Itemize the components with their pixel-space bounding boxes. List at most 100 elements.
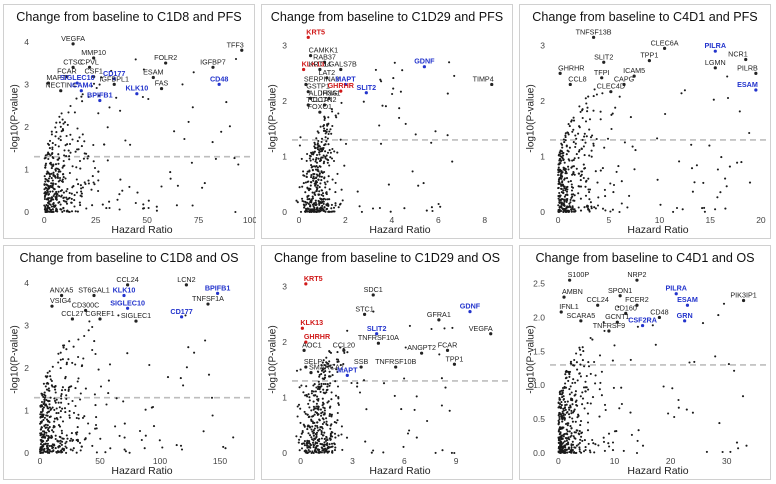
gene-point — [180, 315, 184, 319]
data-point — [681, 208, 684, 211]
data-point — [46, 444, 49, 447]
data-point — [584, 386, 587, 389]
data-point — [311, 430, 314, 433]
data-point — [73, 205, 76, 208]
data-point — [62, 196, 65, 200]
gene-point — [98, 98, 102, 103]
data-point — [641, 444, 645, 447]
data-point — [57, 185, 60, 188]
data-point — [308, 187, 311, 190]
data-point — [48, 403, 51, 406]
data-point — [307, 208, 310, 211]
data-point — [320, 140, 323, 143]
data-point — [601, 167, 604, 170]
gene-point — [640, 323, 645, 328]
data-point — [343, 351, 346, 354]
gene-label: TNFRSF10A — [358, 333, 399, 342]
data-point — [234, 57, 238, 61]
data-point — [589, 136, 593, 139]
data-point — [618, 210, 621, 214]
data-point — [75, 451, 78, 454]
gene-label: PILRA — [665, 284, 687, 293]
data-point — [187, 346, 190, 349]
data-point — [324, 198, 327, 201]
data-point — [572, 443, 575, 446]
data-point — [326, 161, 329, 164]
data-point — [576, 379, 579, 382]
data-point — [87, 329, 90, 332]
data-point — [719, 191, 722, 194]
data-point — [557, 430, 560, 433]
gene-point — [632, 74, 636, 78]
data-point — [45, 187, 48, 190]
data-point — [324, 186, 327, 189]
gene-point — [683, 319, 687, 323]
data-point — [583, 407, 586, 410]
data-point — [629, 358, 632, 361]
data-point — [315, 446, 318, 449]
data-point — [320, 189, 323, 192]
data-point — [584, 380, 587, 383]
gene-point — [302, 348, 306, 353]
data-point — [562, 412, 565, 415]
data-point — [118, 208, 121, 211]
data-point — [315, 156, 318, 160]
data-point — [320, 364, 323, 367]
data-point — [42, 382, 45, 385]
data-point — [724, 177, 727, 180]
data-point — [323, 445, 326, 448]
gene-point — [134, 319, 138, 323]
y-tick-label: 0 — [24, 207, 29, 217]
data-point — [588, 191, 591, 194]
data-point — [61, 118, 64, 121]
data-point — [308, 425, 311, 428]
x-tick-label: 0 — [38, 456, 43, 466]
data-point — [314, 424, 317, 427]
data-point — [583, 206, 586, 209]
data-point — [399, 90, 402, 93]
data-point — [558, 194, 562, 197]
data-point — [594, 207, 597, 210]
data-point — [582, 450, 586, 453]
data-point — [67, 149, 70, 152]
data-point — [438, 353, 441, 356]
data-point — [118, 193, 121, 196]
gene-label: BPIFB1 — [205, 283, 231, 292]
gene-point — [635, 303, 639, 307]
data-point — [62, 159, 65, 163]
gene-point — [559, 310, 563, 314]
data-point — [314, 147, 317, 150]
data-point — [77, 413, 80, 416]
data-point — [53, 205, 56, 208]
panel-title: Change from baseline to C4D1 and OS — [535, 251, 755, 265]
data-point — [59, 367, 62, 370]
data-point — [43, 175, 46, 178]
data-point — [48, 147, 51, 150]
data-point — [91, 348, 94, 352]
data-point — [58, 194, 61, 197]
data-point — [321, 192, 325, 195]
data-point — [579, 420, 583, 423]
gene-label: CCL20 — [333, 340, 355, 349]
data-point — [54, 401, 57, 404]
data-point — [310, 451, 313, 455]
data-point — [337, 397, 340, 400]
data-point — [572, 119, 576, 122]
data-point — [330, 203, 333, 206]
data-point — [78, 201, 81, 204]
gene-label: CD300C — [72, 300, 100, 309]
gene-label: KRT5 — [304, 274, 323, 283]
data-point — [333, 442, 336, 445]
data-point — [584, 141, 587, 144]
data-point — [55, 407, 58, 410]
data-point — [558, 182, 561, 185]
gene-point — [112, 77, 116, 81]
x-axis-label: Hazard Ratio — [369, 224, 431, 236]
data-point — [78, 159, 82, 163]
data-point — [315, 203, 318, 206]
data-point — [312, 158, 315, 161]
data-point — [47, 177, 51, 180]
data-point — [63, 149, 66, 152]
data-point — [310, 390, 314, 393]
